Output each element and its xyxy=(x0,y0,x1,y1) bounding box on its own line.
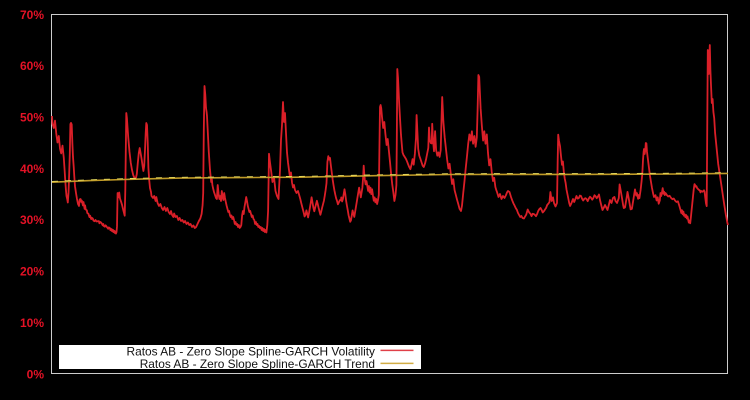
svg-text:Ratos AB - Zero Slope Spline-G: Ratos AB - Zero Slope Spline-GARCH Volat… xyxy=(127,345,376,359)
svg-text:30%: 30% xyxy=(20,213,44,227)
svg-text:70%: 70% xyxy=(20,8,44,22)
svg-text:60%: 60% xyxy=(20,59,44,73)
svg-text:50%: 50% xyxy=(20,111,44,125)
svg-text:0%: 0% xyxy=(27,367,45,381)
svg-text:20%: 20% xyxy=(20,265,44,279)
svg-text:40%: 40% xyxy=(20,162,44,176)
svg-text:10%: 10% xyxy=(20,316,44,330)
svg-text:Ratos AB - Zero Slope Spline-G: Ratos AB - Zero Slope Spline-GARCH Trend xyxy=(140,357,375,371)
